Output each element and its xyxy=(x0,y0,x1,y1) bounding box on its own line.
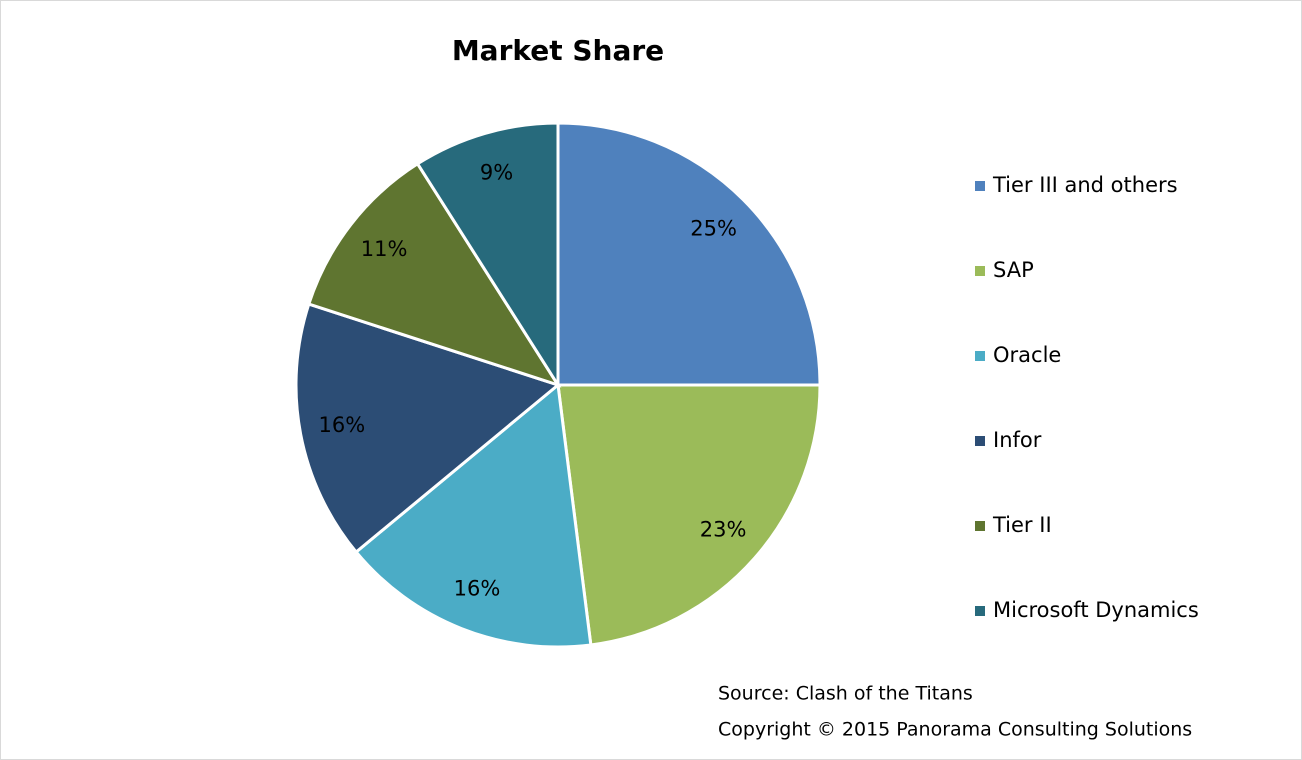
legend-label: Tier II xyxy=(992,513,1052,537)
legend-label: SAP xyxy=(993,258,1034,282)
data-label: 16% xyxy=(454,577,501,601)
data-label: 9% xyxy=(480,161,513,185)
chart-title: Market Share xyxy=(452,34,664,67)
data-label: 23% xyxy=(700,518,747,542)
pie-slice xyxy=(306,161,562,388)
copyright-note: Copyright © 2015 Panorama Consulting Sol… xyxy=(718,719,1192,741)
source-note: Source: Clash of the Titans xyxy=(718,683,973,705)
legend-label: Microsoft Dynamics xyxy=(993,598,1199,622)
data-label: 11% xyxy=(361,237,408,261)
legend-swatch xyxy=(975,351,985,361)
legend-label: Infor xyxy=(993,428,1042,452)
pie-slice xyxy=(556,383,822,647)
legend-label: Tier III and others xyxy=(992,173,1178,197)
legend-swatch xyxy=(975,266,985,276)
pie-slice xyxy=(294,302,562,555)
legend-swatch xyxy=(975,181,985,191)
legend-swatch xyxy=(975,521,985,531)
pie-slice xyxy=(556,121,822,387)
legend-swatch xyxy=(975,606,985,616)
data-label: 16% xyxy=(318,413,365,437)
data-label: 25% xyxy=(690,216,737,240)
legend-label: Oracle xyxy=(993,343,1061,367)
legend-swatch xyxy=(975,436,985,446)
pie-slice xyxy=(415,121,560,391)
pie-slice xyxy=(354,382,593,649)
